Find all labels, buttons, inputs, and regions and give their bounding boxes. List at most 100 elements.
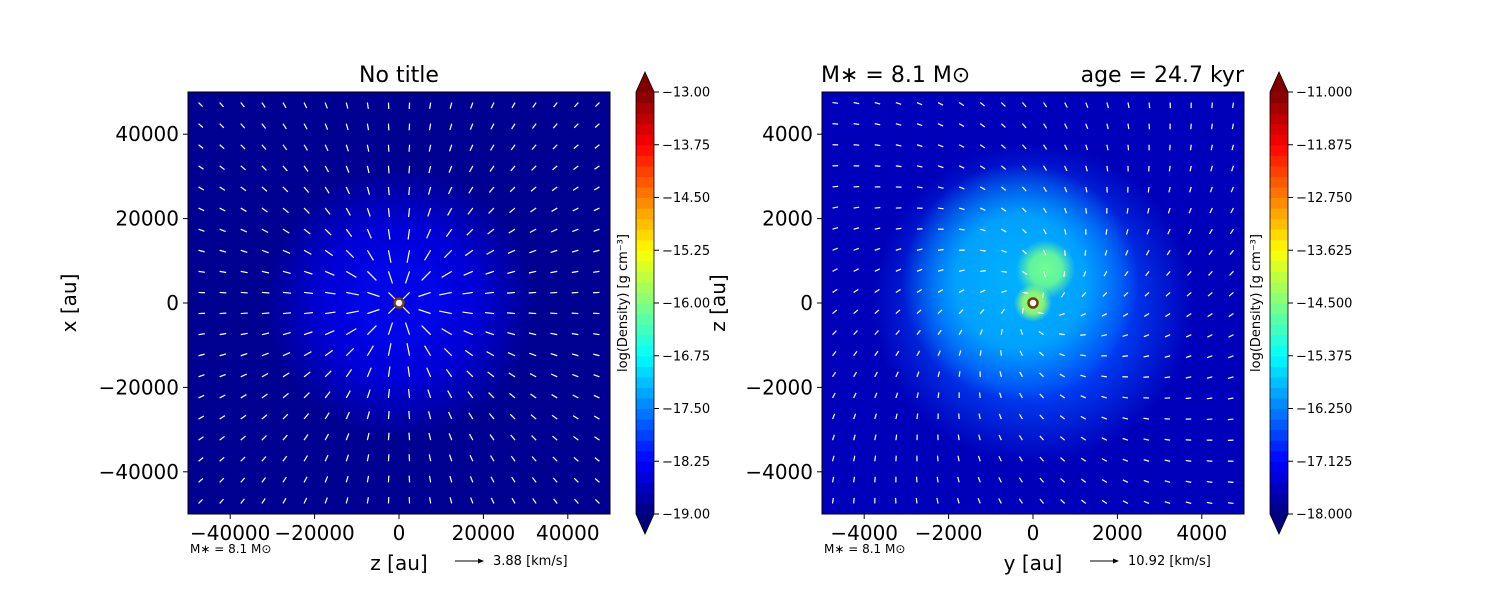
left-velocity-arrow (572, 186, 579, 191)
right-velocity-arrow (958, 289, 965, 293)
right-velocity-arrow (1021, 102, 1027, 108)
left-colorbar-segment (636, 387, 654, 399)
right-velocity-arrow (1019, 392, 1023, 399)
left-velocity-arrow (462, 291, 473, 295)
left-velocity-arrow (427, 186, 432, 195)
right-velocity-arrow (1188, 228, 1192, 235)
right-velocity-arrow (1206, 397, 1213, 400)
left-velocity-arrow (470, 497, 474, 504)
left-velocity-arrow (573, 144, 579, 150)
left-velocity-arrow (408, 410, 411, 420)
left-velocity-arrow (490, 123, 495, 130)
left-y-ticks: −40000 −20000 0 20000 40000 (99, 122, 188, 484)
left-velocity-arrow (593, 394, 600, 399)
right-velocity-arrow (1018, 456, 1023, 462)
left-velocity-arrow (240, 435, 246, 441)
left-velocity-arrow (594, 165, 600, 170)
left-velocity-arrow (421, 325, 432, 336)
left-velocity-arrow (219, 228, 226, 233)
left-velocity-arrow (508, 228, 516, 234)
left-velocity-arrow (468, 186, 474, 194)
left-velocity-arrow (553, 498, 558, 504)
right-colorbar-segment (1270, 503, 1288, 515)
right-velocity-arrow (874, 350, 879, 357)
right-velocity-arrow (1000, 350, 1002, 356)
left-velocity-arrow (198, 394, 205, 399)
left-velocity-arrow (387, 432, 390, 441)
left-velocity-arrow (282, 392, 289, 399)
left-velocity-arrow (469, 454, 474, 462)
left-velocity-arrow (303, 291, 314, 295)
right-velocity-arrow (832, 268, 838, 272)
right-colorbar-tick-label: −13.625 (1296, 244, 1352, 259)
left-velocity-arrow (367, 308, 380, 315)
left-velocity-arrow (573, 123, 579, 129)
right-velocity-arrow (1080, 313, 1087, 317)
left-velocity-arrow (530, 393, 537, 399)
right-velocity-arrow (853, 227, 860, 230)
left-velocity-arrow (387, 388, 391, 399)
left-velocity-arrow (219, 373, 226, 378)
left-velocity-arrow (240, 228, 248, 233)
left-velocity-arrow (345, 102, 349, 109)
right-velocity-arrow (1085, 207, 1088, 214)
right-velocity-arrow (1080, 499, 1087, 504)
left-velocity-arrow (573, 456, 579, 462)
left-velocity-arrow (324, 433, 330, 441)
left-velocity-arrow (550, 353, 558, 357)
left-colorbar-segment (636, 102, 654, 114)
right-velocity-arrow (1081, 292, 1087, 298)
left-colorbar-segment (636, 144, 654, 156)
left-velocity-arrow (219, 332, 227, 336)
left-velocity-arrow (528, 312, 537, 315)
right-velocity-arrow (853, 288, 859, 293)
left-velocity-arrow (282, 434, 288, 441)
left-velocity-arrow (366, 165, 370, 174)
left-colorbar-segment (636, 123, 654, 135)
left-velocity-arrow (573, 435, 579, 441)
left-velocity-arrow (303, 165, 309, 172)
left-velocity-arrow (303, 228, 311, 235)
right-velocity-arrow (1018, 477, 1023, 483)
right-velocity-arrow (1166, 270, 1171, 277)
left-velocity-arrow (261, 372, 269, 378)
right-velocity-arrow (1104, 250, 1108, 256)
right-velocity-arrow (853, 455, 856, 462)
left-velocity-arrow (594, 478, 600, 483)
right-velocity-arrow (979, 186, 986, 191)
right-velocity-arrow (1022, 207, 1027, 213)
right-velocity-arrow (1064, 250, 1066, 256)
right-velocity-arrow (1144, 292, 1150, 297)
right-velocity-arrow (853, 247, 860, 251)
left-velocity-arrow (387, 410, 390, 420)
left-velocity-arrow (428, 123, 432, 131)
left-colorbar-segment (636, 176, 654, 188)
left-velocity-arrow (324, 412, 330, 420)
right-velocity-arrow (874, 309, 880, 315)
right-velocity-arrow (1022, 249, 1028, 255)
left-velocity-arrow (441, 270, 453, 278)
left-velocity-arrow (529, 352, 537, 357)
right-velocity-arrow (1043, 102, 1048, 108)
right-velocity-arrow (1106, 165, 1109, 172)
left-colorbar-segment (636, 197, 654, 209)
left-velocity-arrow (441, 328, 453, 336)
right-vector-key-arrowhead (1113, 558, 1119, 564)
right-velocity-arrow (895, 165, 902, 168)
right-velocity-arrow (1085, 123, 1089, 130)
left-velocity-arrow (387, 165, 390, 174)
right-velocity-arrow (1064, 102, 1068, 108)
left-velocity-arrow (345, 144, 349, 152)
right-y-tick-label: −4000 (745, 460, 813, 484)
left-velocity-arrow (443, 249, 453, 259)
right-velocity-arrow (832, 247, 838, 251)
right-velocity-arrow (1166, 249, 1171, 256)
left-velocity-arrow (421, 270, 432, 281)
right-velocity-arrow (1059, 436, 1066, 441)
left-velocity-arrow (506, 312, 516, 315)
left-velocity-arrow (408, 186, 411, 196)
left-velocity-arrow (439, 291, 452, 296)
right-velocity-arrow (1001, 228, 1007, 233)
left-velocity-arrow (447, 186, 453, 195)
right-velocity-arrow (1101, 416, 1108, 420)
